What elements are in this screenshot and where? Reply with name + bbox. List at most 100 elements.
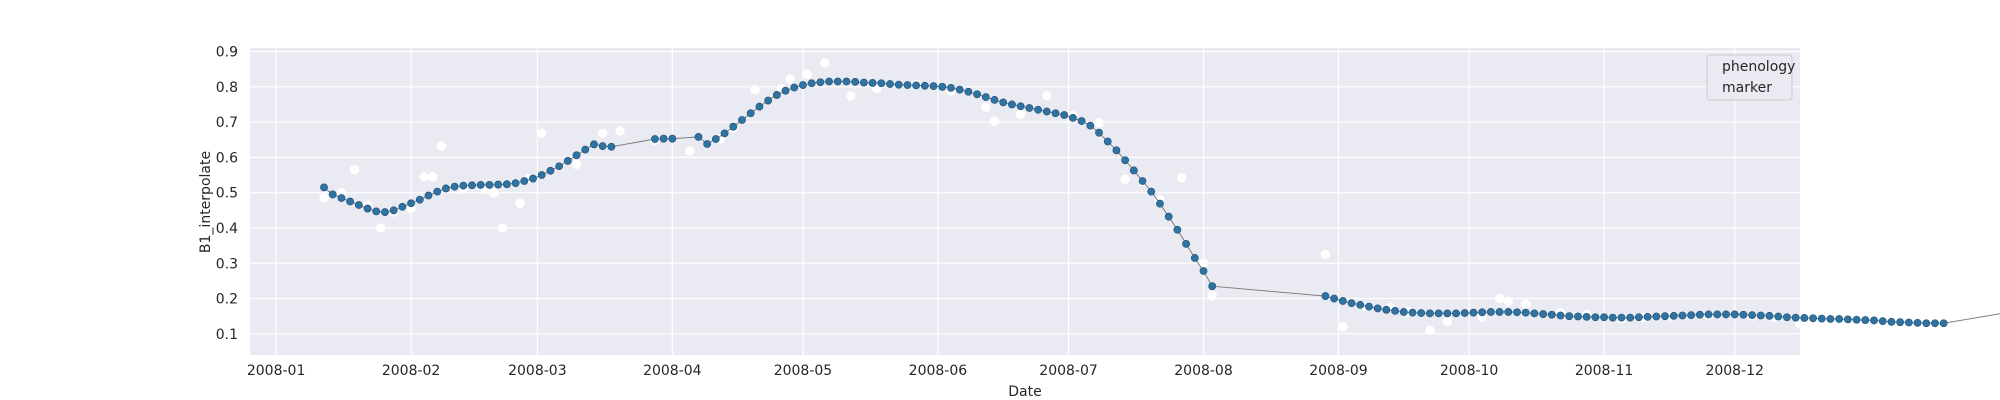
phenology-line — [323, 81, 2000, 324]
marker-point — [419, 172, 429, 182]
phenology-point — [1016, 102, 1025, 111]
phenology-point — [694, 133, 703, 141]
phenology-point — [1826, 315, 1835, 323]
phenology-point — [407, 199, 415, 208]
phenology-point — [1373, 304, 1382, 313]
phenology-point — [929, 82, 938, 91]
marker-point — [1320, 249, 1331, 260]
phenology-point — [372, 207, 381, 216]
phenology-point — [502, 180, 511, 189]
phenology-point — [1208, 282, 1217, 291]
phenology-point — [450, 182, 459, 191]
phenology-point — [1086, 121, 1095, 130]
marker-point — [1176, 173, 1187, 183]
phenology-point — [790, 83, 799, 92]
marker-point — [1494, 293, 1505, 304]
phenology-point — [1748, 311, 1757, 320]
marker-point — [515, 198, 525, 209]
series-layer — [319, 58, 2000, 347]
phenology-point — [1338, 297, 1347, 305]
legend-box — [1706, 54, 1793, 101]
marker-point — [981, 102, 991, 113]
x-tick-label: 2008-08 — [1174, 363, 1233, 379]
phenology-point — [1164, 212, 1173, 221]
marker-point — [1120, 174, 1130, 185]
marker-point — [1338, 322, 1348, 332]
phenology-point — [1103, 137, 1112, 146]
phenology-point — [1330, 294, 1339, 303]
phenology-point — [363, 204, 372, 213]
phenology-point — [581, 145, 590, 154]
marker-point — [1207, 290, 1217, 301]
phenology-point — [1504, 308, 1513, 316]
phenology-point — [1478, 308, 1487, 317]
phenology-point — [772, 91, 781, 99]
phenology-point — [1434, 309, 1443, 318]
legend-entry-1: marker — [1722, 80, 1772, 96]
phenology-point — [1582, 312, 1591, 321]
marker-point — [846, 91, 856, 101]
y-axis-label: B1_interpolate — [198, 151, 214, 253]
phenology-point — [912, 81, 921, 90]
phenology-point — [1513, 308, 1521, 317]
phenology-point — [825, 77, 833, 86]
phenology-point — [485, 181, 494, 189]
phenology-point — [651, 135, 659, 143]
phenology-point — [1643, 312, 1652, 321]
marker-point — [1042, 90, 1052, 101]
marker-point — [819, 58, 830, 68]
marker-point — [1015, 109, 1026, 120]
phenology-point — [1426, 309, 1434, 318]
phenology-point — [1173, 225, 1182, 234]
x-tick-label: 2008-02 — [382, 363, 441, 379]
phenology-point — [1530, 309, 1539, 318]
phenology-point — [424, 191, 433, 200]
marker-point — [615, 126, 625, 136]
phenology-point — [1417, 309, 1426, 317]
phenology-point — [1661, 312, 1669, 321]
phenology-point — [738, 116, 746, 124]
phenology-point — [1068, 113, 1077, 122]
phenology-point — [590, 140, 598, 149]
phenology-point — [1034, 105, 1042, 114]
marker-point — [684, 146, 695, 156]
phenology-point — [398, 202, 407, 211]
x-tick-label: 2008-04 — [643, 363, 702, 379]
phenology-point — [1495, 308, 1504, 316]
phenology-point — [964, 87, 973, 96]
phenology-point — [442, 184, 450, 193]
phenology-point — [947, 83, 955, 92]
marker-point — [489, 187, 499, 198]
x-axis-label: Date — [1008, 384, 1041, 400]
marker-point — [1930, 336, 1940, 347]
phenology-point — [320, 183, 328, 192]
phenology-point — [868, 79, 877, 87]
phenology-point — [1391, 306, 1399, 315]
marker-point — [536, 128, 547, 139]
marker-point — [1094, 118, 1104, 128]
phenology-point — [1695, 310, 1704, 319]
x-tick-label: 2008-10 — [1440, 363, 1499, 379]
phenology-point — [1678, 311, 1687, 320]
phenology-point — [816, 78, 825, 87]
phenology-point — [1939, 319, 1948, 328]
x-tick-label: 2008-11 — [1575, 363, 1634, 379]
phenology-point — [851, 77, 860, 86]
phenology-point — [1626, 313, 1635, 322]
phenology-point — [955, 85, 964, 94]
phenology-point — [328, 190, 337, 199]
phenology-point — [1408, 308, 1417, 317]
marker-point — [785, 74, 795, 84]
marker-point — [1860, 306, 1871, 317]
phenology-point — [755, 102, 764, 111]
phenology-point — [1547, 310, 1556, 319]
phenology-point — [1722, 310, 1730, 319]
phenology-point — [537, 171, 546, 179]
phenology-point — [1051, 109, 1060, 118]
marker-point — [349, 164, 360, 175]
phenology-point — [1783, 313, 1791, 322]
phenology-point — [1443, 309, 1452, 318]
marker-point — [1503, 296, 1514, 307]
phenology-point — [1617, 313, 1626, 322]
phenology-point — [1460, 309, 1469, 317]
